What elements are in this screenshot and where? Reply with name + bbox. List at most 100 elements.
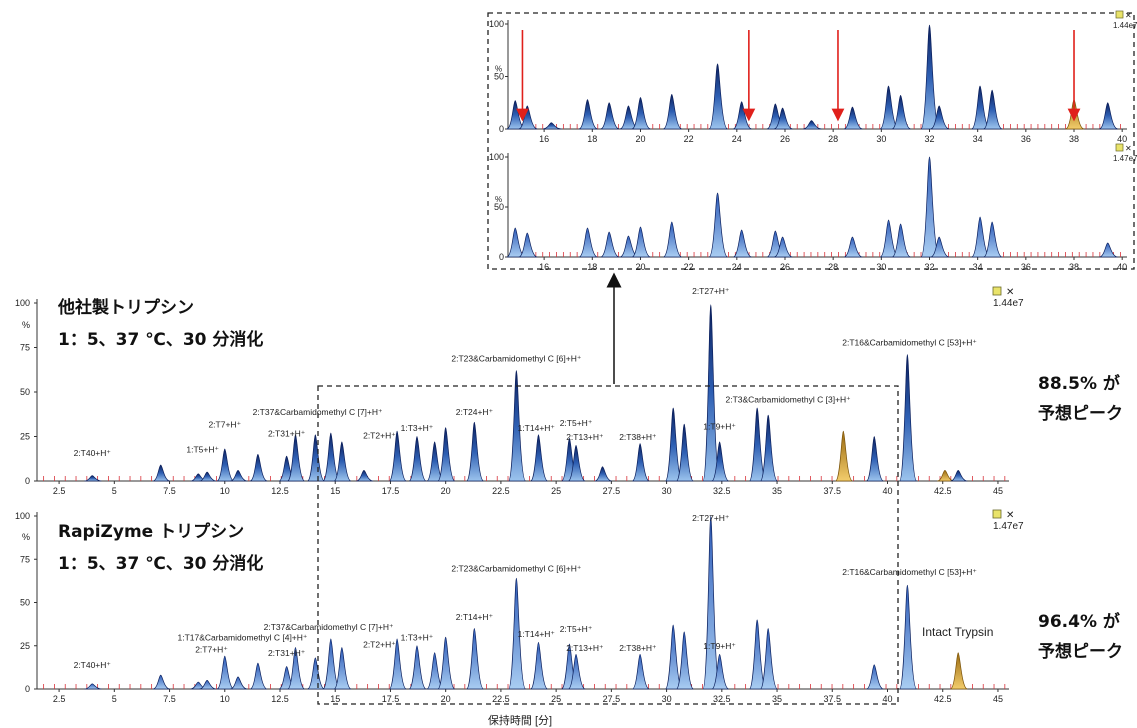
x-tick-label: 24 xyxy=(732,262,742,272)
chromatogram-peak xyxy=(702,304,721,482)
top-title-line1: 他社製トリプシン xyxy=(57,297,194,318)
x-tick-label: 10 xyxy=(220,486,230,496)
zoom-region-box xyxy=(317,385,899,705)
chromatogram-peak xyxy=(333,647,352,690)
inset-dashed-box xyxy=(487,12,1135,270)
link-icon xyxy=(1115,143,1124,152)
x-tick-label: 45 xyxy=(993,486,1003,496)
chromatogram-peak xyxy=(711,441,730,482)
chromatogram-peak xyxy=(843,236,863,258)
close-icon: ✕ xyxy=(1006,510,1014,521)
x-tick-label: 35 xyxy=(772,486,782,496)
chromatogram-peak xyxy=(567,654,586,690)
y-tick-label: 0 xyxy=(25,684,30,694)
chromatogram-peak xyxy=(216,448,235,482)
peak-annotation: 2:T14+H⁺ xyxy=(456,612,494,622)
chromatogram-peak xyxy=(1099,242,1118,258)
x-tick-label: 40 xyxy=(882,486,892,496)
top-percent-line2: 予想ピーク xyxy=(1038,403,1123,424)
top-percent: 88.5% が xyxy=(1038,373,1120,394)
chromatogram-peak xyxy=(732,101,752,130)
peak-annotation: 2:T7+H⁺ xyxy=(195,645,228,655)
peak-annotation: 1:T3+H⁺ xyxy=(401,633,434,643)
chromatogram-peak xyxy=(708,63,728,130)
x-tick-label: 40 xyxy=(1117,262,1127,272)
x-tick-label: 12.5 xyxy=(271,694,289,704)
y-unit-label: % xyxy=(22,320,30,330)
chromatogram-peak xyxy=(437,427,456,482)
chromatogram-peak xyxy=(466,628,484,690)
chromatogram-peak xyxy=(631,226,651,258)
chromatogram-peak xyxy=(983,221,1003,258)
x-tick-label: 5 xyxy=(112,694,117,704)
x-tick-label: 20 xyxy=(441,486,451,496)
x-tick-label: 20 xyxy=(441,694,451,704)
close-icon: ✕ xyxy=(1125,11,1132,20)
chromatogram-peak xyxy=(631,654,650,690)
peak-annotation: 1:T9+H⁺ xyxy=(703,421,736,431)
chromatogram-peak xyxy=(600,231,620,258)
x-tick-label: 16 xyxy=(539,262,549,272)
chromatogram-peak xyxy=(950,469,968,482)
chromatogram-peak xyxy=(732,229,752,258)
chromatogram-peak xyxy=(388,430,407,482)
chromatogram-peak xyxy=(676,423,694,482)
chromatogram-peak xyxy=(152,674,171,690)
x-axis-label: 保持時間 [分] xyxy=(488,713,552,727)
x-tick-label: 27.5 xyxy=(603,486,621,496)
chromatogram-peak xyxy=(230,676,248,690)
x-tick-label: 20 xyxy=(635,262,645,272)
x-tick-label: 42.5 xyxy=(934,694,952,704)
x-tick-label: 35 xyxy=(772,694,782,704)
chromatogram-peak xyxy=(594,466,612,482)
chromatogram-peak xyxy=(702,515,721,690)
peak-annotation: 2:T31+H⁺ xyxy=(268,648,306,658)
chromatogram-peak xyxy=(676,631,694,690)
x-tick-label: 18 xyxy=(587,134,597,144)
x-tick-label: 12.5 xyxy=(271,486,289,496)
chromatogram-peak xyxy=(230,469,248,482)
x-tick-label: 20 xyxy=(635,134,645,144)
peak-annotation: 2:T40+H⁺ xyxy=(74,448,112,458)
chromatogram-peak xyxy=(578,227,598,258)
chromatogram-peak xyxy=(249,662,268,690)
x-tick-label: 36 xyxy=(1021,262,1031,272)
chromatogram-peak xyxy=(899,584,917,690)
chromatogram-peak xyxy=(891,95,911,130)
chromatogram-peak xyxy=(518,232,538,258)
x-tick-label: 2.5 xyxy=(53,486,66,496)
bottom-title-line1: RapiZyme トリプシン xyxy=(58,521,244,542)
x-tick-label: 2.5 xyxy=(53,694,66,704)
x-tick-label: 22 xyxy=(684,134,694,144)
peak-annotation: 2:T7+H⁺ xyxy=(208,420,241,430)
peak-annotation: 2:T13+H⁺ xyxy=(566,432,604,442)
bottom-plot: 0 25 50 75 100% 2.5 5 7.5 10 12.5 15 17.5 20 22.5 25 27… xyxy=(15,511,1009,704)
chromatogram-peak xyxy=(662,221,683,258)
y-tick-label: 100 xyxy=(489,19,504,29)
chromatogram-peak xyxy=(388,638,407,690)
chromatogram-peak xyxy=(835,430,853,482)
peak-annotation: 2:T2+H⁺ xyxy=(363,430,396,440)
y-tick-label: 0 xyxy=(499,252,504,262)
peak-annotation: 2:T38+H⁺ xyxy=(619,432,657,442)
chromatogram-peak xyxy=(843,106,863,130)
x-tick-label: 37.5 xyxy=(824,486,842,496)
x-tick-label: 36 xyxy=(1021,134,1031,144)
intact-trypsin-label: Intact Trypsin xyxy=(922,625,993,639)
x-tick-label: 34 xyxy=(973,134,983,144)
x-tick-label: 15 xyxy=(330,486,340,496)
bottom-title-line2: 1：5、37 ℃、30 分消化 xyxy=(58,553,263,574)
peak-annotation: 2:T3&Carbamidomethyl C [3]+H⁺ xyxy=(725,395,851,405)
y-tick-label: 50 xyxy=(20,387,30,397)
peak-annotation: 2:T16&Carbamidomethyl C [53]+H⁺ xyxy=(842,338,977,348)
chromatogram-peak xyxy=(466,421,484,482)
peak-annotation: 1:T5+H⁺ xyxy=(186,445,219,455)
x-tick-label: 32 xyxy=(924,134,934,144)
chromatogram-peak xyxy=(930,236,950,258)
peak-annotation: 2:T13+H⁺ xyxy=(566,643,604,653)
bottom-percent-line2: 予想ピーク xyxy=(1038,641,1123,662)
x-tick-label: 38 xyxy=(1069,262,1079,272)
x-tick-label: 30 xyxy=(662,694,672,704)
bottom-intensity: 1.47e7 xyxy=(993,521,1024,532)
